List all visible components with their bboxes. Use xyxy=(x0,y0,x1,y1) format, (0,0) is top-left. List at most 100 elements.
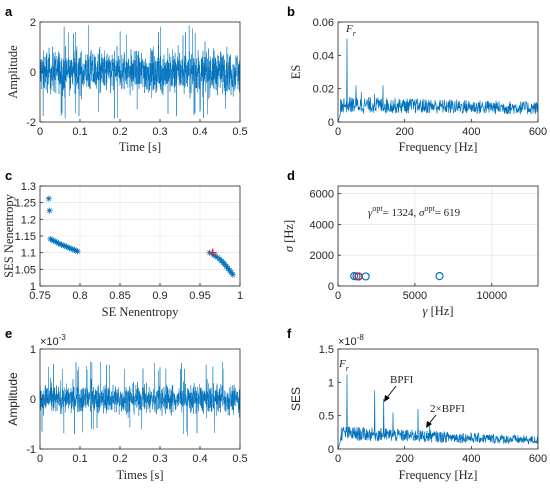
exponent-e: ×10-3 xyxy=(40,333,66,348)
x-tick-label: 600 xyxy=(529,453,547,465)
xlabel-e: Times [s] xyxy=(116,468,163,482)
panel-letter-c: c xyxy=(5,168,12,183)
x-tick-label: 0.1 xyxy=(72,126,87,138)
plot-d-scatter xyxy=(350,272,444,281)
optimal-point xyxy=(208,248,217,257)
x-tick-label: 0.2 xyxy=(112,453,127,465)
ylabel-c: SES Nenentropy xyxy=(2,193,16,277)
x-tick-label: 0.5 xyxy=(232,126,247,138)
x-tick-label: 0.95 xyxy=(189,290,210,302)
xlabel-d: γ [Hz] xyxy=(423,304,454,318)
y-tick-label: 1.15 xyxy=(15,231,36,243)
y-tick-label: -2 xyxy=(26,117,36,129)
x-tick-label: 0.85 xyxy=(109,290,130,302)
y-tick-label: 0 xyxy=(328,444,334,456)
y-tick-label: 1 xyxy=(328,377,334,389)
ticks-a: 0 0.1 0.2 0.3 0.4 0.5-202 xyxy=(26,17,247,138)
ticks-c: 0.75 0.8 0.85 0.9 0.95 1 1 1.05 1.1 1.15 1.2 1.25 1.… xyxy=(15,181,243,302)
scatter-point xyxy=(46,207,53,214)
panel-a: a 0 0.1 0.2 0.3 0.4 0.5-202 Time [s] Amplitud… xyxy=(5,4,248,154)
y-tick-label: 1 xyxy=(30,281,36,293)
grid-c xyxy=(39,185,241,287)
x-tick-label: 0 xyxy=(37,453,43,465)
x-tick-label: 600 xyxy=(529,126,547,138)
xlabel-f: Frequency [Hz] xyxy=(399,468,478,482)
y-tick-label: 0 xyxy=(328,281,334,293)
plot-b-es-spectrum xyxy=(337,38,539,123)
x-tick-label: 0.4 xyxy=(192,126,207,138)
y-tick-label: 0.06 xyxy=(313,17,334,29)
panel-letter-a: a xyxy=(5,4,13,19)
plot-c-scatter xyxy=(45,195,236,278)
y-tick-label: 4000 xyxy=(310,219,334,231)
arrowhead-f-2bpfi xyxy=(426,421,432,428)
y-tick-label: 0 xyxy=(30,67,36,79)
scatter-point xyxy=(45,195,52,202)
y-tick-label: 0.04 xyxy=(313,50,334,62)
panel-letter-e: e xyxy=(5,326,12,341)
ticks-b: 0 200 400 600 0 0.02 0.04 0.06 xyxy=(313,17,548,138)
panel-b: b 0 200 400 600 0 0.02 0.04 0.06 Fr Frequency [… xyxy=(287,4,547,154)
axes-b-box xyxy=(337,21,539,123)
annotation-d-opt: γopt= 1324, σopt= 619 xyxy=(368,204,461,219)
x-tick-label: 10000 xyxy=(477,290,508,302)
xlabel-c: SE Nenentropy xyxy=(102,305,179,319)
x-tick-label: 0.2 xyxy=(112,126,127,138)
ylabel-e: Amplitude xyxy=(6,372,20,426)
optimal-point xyxy=(354,272,363,281)
y-tick-label: 0 xyxy=(328,117,334,129)
y-tick-label: 0 xyxy=(30,394,36,406)
x-tick-label: 0.9 xyxy=(152,290,167,302)
ylabel-f: SES xyxy=(289,387,303,411)
series-line xyxy=(39,361,241,437)
ticks-e: 0 0.1 0.2 0.3 0.4 0.5-101 xyxy=(26,344,247,465)
y-tick-label: 0.5 xyxy=(319,411,334,423)
annotation-f-bpfi: BPFI xyxy=(390,374,414,386)
ticks-f: 0 200 400 600 0 0.5 1 1.5 xyxy=(319,344,547,465)
x-tick-label: 0.8 xyxy=(72,290,87,302)
x-tick-label: 200 xyxy=(395,453,413,465)
series-line xyxy=(337,374,539,450)
ylabel-b: ES xyxy=(289,65,303,80)
x-tick-label: 1 xyxy=(237,290,243,302)
series-line xyxy=(39,25,241,119)
plot-e-signal xyxy=(39,361,241,437)
xlabel-a: Time [s] xyxy=(119,140,161,154)
panel-c: c 0.75 0.8 0.85 0.9 0.95 1 1 1.05 1.1 1.15 1.2 1.25… xyxy=(2,168,243,319)
x-tick-label: 0.4 xyxy=(192,453,207,465)
y-tick-label: 1.2 xyxy=(21,214,36,226)
y-tick-label: -1 xyxy=(26,444,36,456)
arrowhead-f-bpfi xyxy=(384,395,390,402)
axes-f-box xyxy=(337,348,539,450)
panel-letter-d: d xyxy=(287,168,295,183)
scatter-point xyxy=(435,272,444,281)
panel-letter-b: b xyxy=(287,4,295,19)
y-tick-label: 2000 xyxy=(310,250,334,262)
x-tick-label: 0 xyxy=(37,126,43,138)
x-tick-label: 0.1 xyxy=(72,453,87,465)
y-tick-label: 1.5 xyxy=(319,344,334,356)
x-tick-label: 0 xyxy=(335,453,341,465)
scatter-point xyxy=(229,271,236,278)
x-tick-label: 0.5 xyxy=(232,453,247,465)
panel-d: d 0 5000 10000 0 2000 4000 6000 γopt= 1324, σo… xyxy=(282,168,539,318)
panel-f: f 0 200 400 600 0 0.5 1 1.5 ×10-8 Fr BPFI 2×BPF… xyxy=(287,326,547,482)
y-tick-label: 1.25 xyxy=(15,198,36,210)
panel-letter-f: f xyxy=(287,326,292,341)
x-tick-label: 0 xyxy=(335,290,341,302)
x-tick-label: 400 xyxy=(462,453,480,465)
series-line xyxy=(337,38,539,123)
y-tick-label: 6000 xyxy=(310,189,334,201)
annotation-f-fr: Fr xyxy=(338,358,350,373)
x-tick-label: 5000 xyxy=(403,290,427,302)
exponent-f: ×10-8 xyxy=(338,333,364,348)
y-tick-label: 1.1 xyxy=(21,248,36,260)
annotation-b-fr: Fr xyxy=(345,23,357,38)
panel-e: e 0 0.1 0.2 0.3 0.4 0.5-101 ×10-3 Times [s] A… xyxy=(5,326,248,482)
x-tick-label: 0.3 xyxy=(152,453,167,465)
y-tick-label: 2 xyxy=(30,17,36,29)
axes-d-box xyxy=(337,185,539,287)
ylabel-a: Amplitude xyxy=(6,45,20,99)
scatter-point xyxy=(361,272,370,281)
